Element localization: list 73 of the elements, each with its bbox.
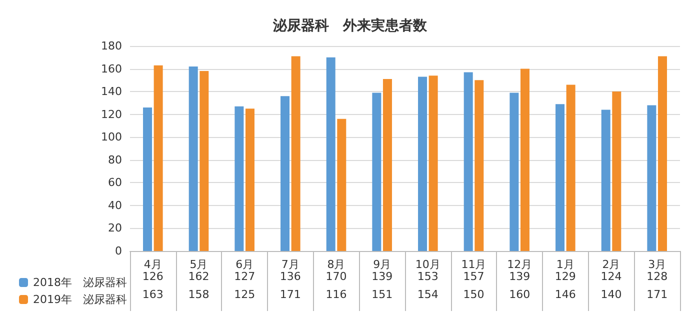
y-tick-label: 180 (101, 40, 122, 52)
x-tick-label: 11月 (461, 258, 486, 271)
x-tick-label: 5月 (190, 258, 208, 271)
bar (245, 108, 254, 251)
data-label: 129 (554, 270, 576, 283)
legend-label: 2019年 泌尿器科 (33, 293, 127, 306)
legend-label: 2018年 泌尿器科 (33, 276, 127, 289)
x-tick-label: 8月 (327, 258, 346, 271)
data-label: 160 (509, 288, 530, 301)
data-label: 126 (142, 270, 164, 283)
bar (566, 84, 576, 251)
data-label: 128 (646, 270, 668, 283)
x-tick-label: 10月 (415, 258, 440, 271)
bar (647, 105, 656, 251)
y-tick-label: 60 (108, 176, 122, 190)
data-label: 124 (600, 270, 622, 283)
bar (200, 71, 209, 251)
bar (143, 108, 152, 251)
bar (418, 76, 428, 251)
y-tick-label: 20 (108, 222, 122, 235)
bar (474, 80, 484, 251)
y-tick-label: 40 (108, 198, 122, 212)
data-label: 154 (417, 288, 438, 301)
bar (612, 92, 622, 251)
bar (372, 92, 382, 251)
bar (428, 76, 438, 251)
data-label: 150 (463, 288, 484, 301)
data-label: 158 (188, 288, 210, 301)
x-tick-label: 4月 (144, 258, 162, 271)
bar (556, 104, 565, 251)
chart-title: 泌尿器科 外来実患者数 (272, 17, 428, 34)
bar (326, 57, 336, 251)
x-tick-label: 1月 (556, 258, 574, 271)
data-label: 125 (234, 288, 256, 301)
data-label: 151 (372, 288, 393, 301)
x-tick-label: 9月 (373, 258, 392, 271)
data-label: 116 (326, 288, 347, 301)
data-label: 140 (600, 288, 622, 301)
bar (382, 79, 392, 251)
data-label: 157 (463, 270, 484, 283)
data-label: 139 (509, 270, 530, 283)
data-label: 146 (554, 288, 576, 301)
bar (520, 68, 530, 251)
y-tick-label: 120 (101, 108, 122, 121)
bar (510, 92, 519, 251)
x-tick-label: 2月 (602, 258, 620, 271)
bar (188, 66, 198, 251)
data-label: 171 (646, 288, 668, 301)
data-label: 170 (326, 270, 347, 283)
bar (280, 96, 290, 251)
y-tick-label: 160 (101, 62, 122, 76)
x-tick-label: 7月 (281, 258, 300, 271)
data-label: 127 (234, 270, 256, 283)
data-label: 163 (142, 288, 164, 301)
y-tick-label: 100 (101, 130, 122, 144)
bar (291, 56, 300, 251)
data-label: 136 (280, 270, 301, 283)
y-tick-label: 140 (101, 85, 122, 98)
y-tick-label: 80 (108, 153, 122, 166)
data-label: 171 (280, 288, 301, 301)
bar (337, 118, 346, 251)
data-label: 153 (417, 270, 438, 283)
bar (234, 106, 244, 251)
bar (601, 110, 610, 251)
data-label: 139 (372, 270, 393, 283)
x-tick-label: 6月 (236, 258, 254, 271)
bar (154, 65, 163, 251)
y-tick-label: 0 (115, 244, 122, 258)
x-tick-label: 12月 (507, 258, 532, 271)
x-tick-label: 3月 (648, 258, 666, 271)
data-label: 162 (188, 270, 210, 283)
bar (658, 56, 667, 251)
bar (464, 72, 473, 251)
